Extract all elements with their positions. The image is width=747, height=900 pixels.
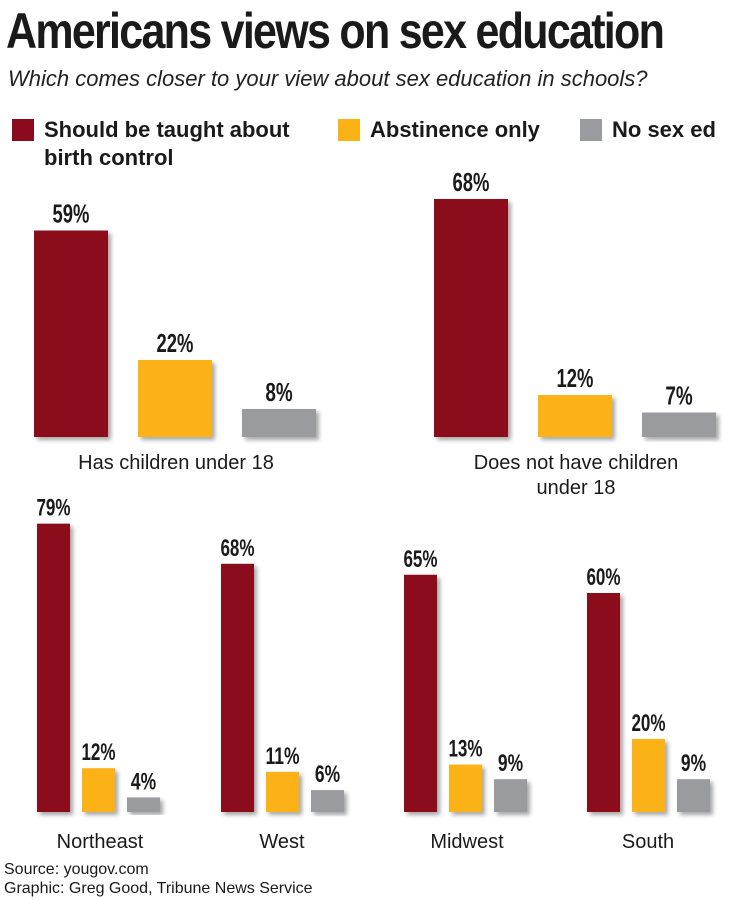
- bar-value-label: 59%: [53, 199, 90, 229]
- chart-title: Americans views on sex education: [6, 3, 665, 59]
- chart-group: 68% 11% 6% West: [220, 535, 344, 853]
- bar: [266, 771, 299, 812]
- bar: [82, 768, 115, 812]
- legend: Should be taught about birth control Abs…: [0, 116, 747, 176]
- bar-value-label: 6%: [315, 761, 340, 788]
- bar-value-label: 79%: [36, 495, 70, 522]
- category-label: South: [622, 831, 674, 853]
- legend-label-abstinence: Abstinence only: [370, 117, 540, 142]
- bar: [221, 563, 254, 812]
- category-label: Does not have children: [474, 452, 679, 474]
- bar: [449, 764, 482, 812]
- bar: [34, 230, 108, 437]
- category-label: Midwest: [430, 831, 504, 853]
- legend-swatch-abstinence: [338, 119, 360, 141]
- bar-value-label: 4%: [131, 768, 156, 795]
- bar-value-label: 8%: [265, 377, 292, 407]
- category-label: under 18: [537, 477, 616, 499]
- bar-value-label: 12%: [81, 739, 115, 766]
- bar: [587, 593, 620, 812]
- chart-group: 59% 22% 8% Has children under 18: [34, 199, 316, 474]
- legend-label-birth-control: Should be taught about birth control: [44, 116, 344, 172]
- category-label: Has children under 18: [78, 452, 274, 474]
- legend-label-line1: Should be taught about: [44, 117, 290, 142]
- bar: [434, 199, 508, 437]
- bar: [138, 360, 212, 437]
- credit-text: Graphic: Greg Good, Tribune News Service: [4, 880, 313, 897]
- chart-subtitle: Which comes closer to your view about se…: [8, 66, 648, 91]
- bar-value-label: 68%: [453, 167, 490, 197]
- category-label: West: [259, 831, 305, 853]
- bar: [642, 412, 716, 437]
- bar: [538, 395, 612, 437]
- bar: [37, 523, 70, 812]
- bar-value-label: 13%: [448, 736, 482, 763]
- bar-value-label: 68%: [220, 535, 254, 562]
- legend-swatch-no-sex-ed: [580, 119, 602, 141]
- bar: [242, 409, 316, 437]
- chart-group: 65% 13% 9% Midwest: [403, 546, 527, 853]
- bar-value-label: 60%: [586, 564, 620, 591]
- legend-swatch-birth-control: [12, 119, 34, 141]
- bar-value-label: 9%: [681, 750, 706, 777]
- chart-group: 68% 12% 7% Does not have children under 18: [434, 167, 716, 499]
- bar-value-label: 12%: [557, 363, 594, 393]
- chart-group: 79% 12% 4% Northeast: [36, 495, 160, 853]
- bar-value-label: 7%: [665, 381, 692, 411]
- legend-label-no-sex-ed: No sex ed: [612, 117, 716, 142]
- bar: [677, 779, 710, 812]
- bar: [494, 779, 527, 812]
- footer: Source: yougov.com Graphic: Greg Good, T…: [4, 860, 313, 898]
- bar: [632, 739, 665, 812]
- source-text: Source: yougov.com: [4, 861, 149, 878]
- bar: [311, 790, 344, 812]
- legend-label-line2: birth control: [44, 145, 174, 170]
- chart-group: 60% 20% 9% South: [586, 564, 710, 853]
- bar-value-label: 11%: [265, 743, 299, 770]
- bar-value-label: 65%: [403, 546, 437, 573]
- bar-value-label: 20%: [631, 710, 665, 737]
- bar-charts: 59% 22% 8% Has children under 18 68% 12% 7% Doe…: [34, 167, 716, 853]
- bar-value-label: 22%: [157, 328, 194, 358]
- bar-value-label: 9%: [498, 750, 523, 777]
- category-label: Northeast: [57, 831, 144, 853]
- bar: [404, 574, 437, 812]
- bar: [127, 797, 160, 812]
